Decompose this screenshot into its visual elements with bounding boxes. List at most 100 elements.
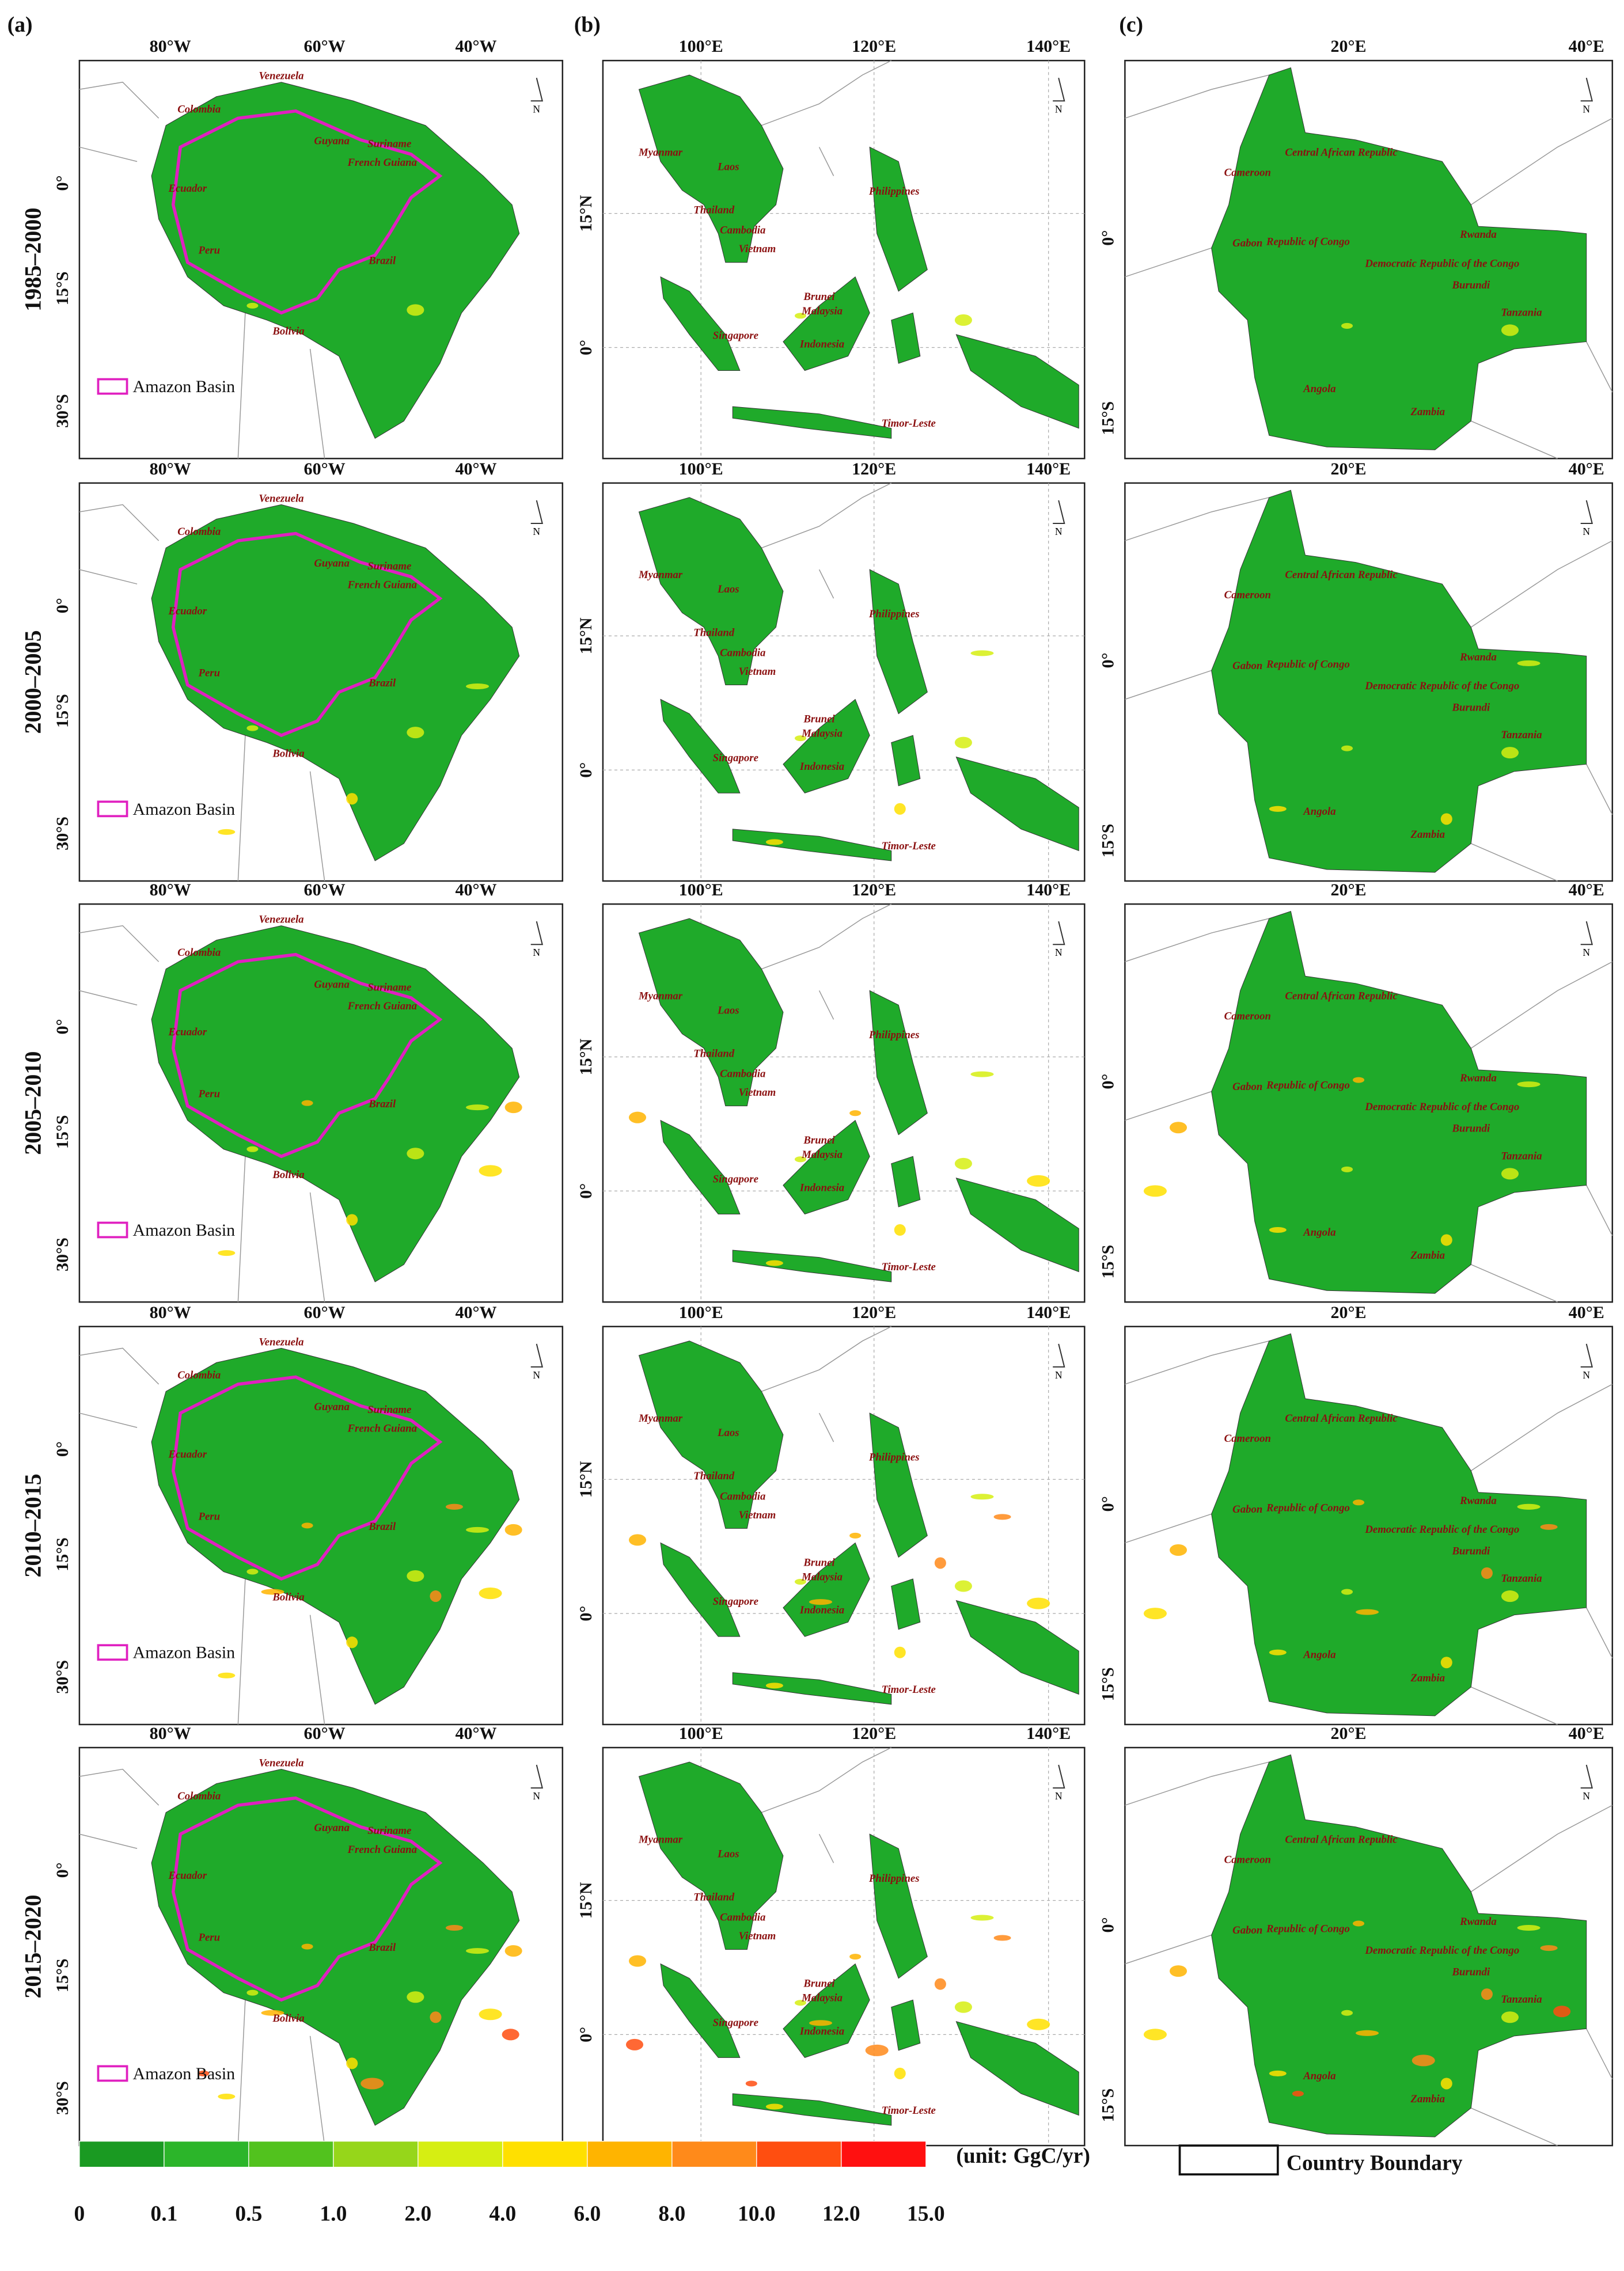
country-label: Gabon bbox=[1232, 1081, 1262, 1093]
hotspot bbox=[218, 1672, 236, 1678]
country-label: Timor-Leste bbox=[882, 1684, 936, 1696]
x-tick-label: 60°W bbox=[304, 37, 346, 56]
country-label: French Guiana bbox=[347, 1423, 417, 1435]
colorbar-segment bbox=[502, 2141, 588, 2168]
country-label: Burundi bbox=[1452, 1545, 1491, 1557]
hotspot bbox=[1353, 1499, 1365, 1506]
country-label: Singapore bbox=[713, 329, 758, 341]
hotspot bbox=[466, 683, 490, 689]
country-label: Democratic Republic of the Congo bbox=[1364, 1524, 1519, 1536]
x-tick-label: 40°E bbox=[1569, 459, 1604, 478]
country-label: Laos bbox=[717, 1848, 739, 1860]
country-label: Singapore bbox=[713, 2016, 758, 2029]
country-label: Brazil bbox=[368, 1521, 396, 1533]
country-label: Laos bbox=[717, 161, 739, 173]
hotspot bbox=[894, 1646, 906, 1658]
x-tick-label: 120°E bbox=[852, 459, 896, 478]
country-label: Cambodia bbox=[720, 1911, 765, 1923]
country-label: Burundi bbox=[1452, 1123, 1491, 1135]
country-label: Philippines bbox=[868, 185, 920, 198]
x-tick-label: 40°W bbox=[455, 459, 496, 478]
country-label: Indonesia bbox=[799, 1604, 844, 1616]
hotspot bbox=[346, 2057, 358, 2069]
x-tick-label: 40°W bbox=[455, 1303, 496, 1322]
country-label: Bolivia bbox=[272, 1592, 304, 1604]
country-label: Peru bbox=[198, 667, 221, 679]
hotspot bbox=[504, 1945, 522, 1957]
country-label: Thailand bbox=[693, 626, 735, 639]
north-label: N bbox=[1583, 1369, 1590, 1381]
hotspot bbox=[765, 2103, 783, 2110]
hotspot bbox=[1440, 1234, 1452, 1246]
north-arrow bbox=[1053, 500, 1065, 524]
country-label: Indonesia bbox=[799, 1182, 844, 1194]
hotspot bbox=[346, 1636, 358, 1649]
hotspot bbox=[849, 1954, 862, 1960]
country-label: Colombia bbox=[177, 526, 221, 538]
country-label: Zambia bbox=[1410, 1250, 1445, 1262]
country-label: Angola bbox=[1303, 806, 1335, 818]
map-panel: Myanmar Laos Thailand Cambodia Vietnam Philip… bbox=[576, 459, 1086, 882]
hotspot bbox=[894, 1224, 906, 1236]
hotspot bbox=[407, 1148, 424, 1160]
map-panel: Myanmar Laos Thailand Cambodia Vietnam Philip… bbox=[576, 37, 1086, 459]
x-tick-label: 40°E bbox=[1569, 37, 1604, 56]
country-label: Republic of Congo bbox=[1266, 1923, 1350, 1935]
country-label: Republic of Congo bbox=[1266, 236, 1350, 248]
x-tick-label: 140°E bbox=[1026, 37, 1071, 56]
north-label: N bbox=[1055, 1369, 1063, 1381]
y-tick-label: 0° bbox=[53, 1019, 72, 1034]
hotspot bbox=[993, 1935, 1011, 1941]
hotspot bbox=[301, 1100, 313, 1106]
y-tick-label: 30°S bbox=[53, 1237, 72, 1271]
hotspot bbox=[745, 2080, 757, 2087]
hotspot bbox=[1353, 1920, 1365, 1927]
country-label: Tanzania bbox=[1501, 1150, 1542, 1162]
north-label: N bbox=[1055, 526, 1063, 537]
country-label: Central African Republic bbox=[1285, 1412, 1398, 1425]
y-tick-label: 0° bbox=[1098, 230, 1117, 246]
hotspot bbox=[794, 1579, 806, 1585]
hotspot bbox=[1143, 1608, 1167, 1620]
country-label: Venezuela bbox=[259, 1336, 303, 1348]
x-tick-label: 100°E bbox=[679, 1724, 723, 1743]
country-label: Democratic Republic of the Congo bbox=[1364, 1101, 1519, 1113]
country-label: Gabon bbox=[1232, 660, 1262, 672]
country-label: Cameroon bbox=[1224, 589, 1271, 601]
country-label: Peru bbox=[198, 245, 221, 257]
y-tick-label: 15°S bbox=[53, 694, 72, 728]
hotspot bbox=[809, 1599, 833, 1605]
map-panel: Cameroon Central African Republic Gabon Rep… bbox=[1098, 37, 1614, 459]
country-label: Timor-Leste bbox=[882, 1261, 936, 1273]
country-label: Laos bbox=[717, 1004, 739, 1016]
country-label: Ecuador bbox=[168, 183, 207, 195]
country-label: Cameroon bbox=[1224, 1854, 1271, 1866]
hotspot bbox=[1292, 2090, 1304, 2097]
hotspot bbox=[1341, 322, 1353, 329]
country-label: Guyana bbox=[314, 1401, 350, 1413]
map-panel: Myanmar Laos Thailand Cambodia Vietnam Philip… bbox=[576, 1303, 1086, 1726]
hotspot bbox=[934, 1978, 946, 1990]
country-label: Brunei bbox=[803, 1134, 835, 1146]
hotspot bbox=[218, 2093, 236, 2100]
country-label: French Guiana bbox=[347, 579, 417, 591]
colorbar-segment bbox=[248, 2141, 334, 2168]
country-label: Thailand bbox=[693, 1470, 735, 1482]
colorbar-tick: 0.5 bbox=[235, 2202, 262, 2226]
map-panel: Venezuela Colombia Guyana Suriname French Gu… bbox=[53, 1303, 564, 1725]
hotspot bbox=[1170, 1965, 1187, 1977]
country-label: Zambia bbox=[1410, 2093, 1445, 2105]
country-label: Philippines bbox=[868, 1873, 920, 1885]
country-label: Zambia bbox=[1410, 406, 1445, 418]
country-label: Angola bbox=[1303, 383, 1335, 395]
north-label: N bbox=[1583, 103, 1590, 115]
hotspot bbox=[765, 1683, 783, 1689]
country-label: Malaysia bbox=[801, 728, 843, 740]
legend-label: Amazon Basin bbox=[133, 377, 236, 396]
hotspot bbox=[865, 2044, 889, 2056]
hotspot bbox=[849, 1532, 862, 1539]
north-arrow bbox=[1580, 921, 1593, 945]
hotspot bbox=[301, 1943, 313, 1950]
hotspot bbox=[1481, 1567, 1493, 1579]
y-tick-label: 0° bbox=[1098, 1917, 1117, 1932]
